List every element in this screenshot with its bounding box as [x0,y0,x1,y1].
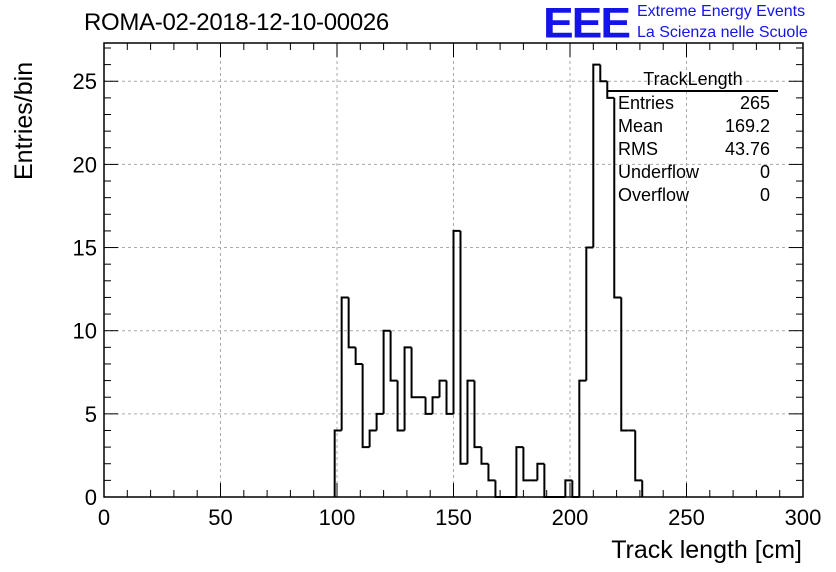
histogram-bin [536,462,545,481]
y-tick-label: 20 [73,152,97,177]
histogram-bin [431,396,440,414]
histogram-bin [354,347,363,365]
histogram-bin [333,429,342,497]
x-tick-label: 150 [435,505,472,530]
x-tick-label: 100 [319,505,356,530]
stats-label: RMS [618,139,658,159]
x-tick-label: 250 [668,505,705,530]
histogram-bin [459,230,468,465]
histogram-bin [347,297,356,349]
histogram-bin [522,447,531,482]
histogram-bin [634,430,643,482]
histogram-bin [592,63,601,248]
stats-label: Overflow [618,185,690,205]
x-tick-label: 200 [552,505,589,530]
eee-logo: EEE [543,0,631,47]
histogram-bin [410,347,419,399]
histogram-bin [368,429,377,448]
histogram-bin [473,380,482,449]
stats-value: 0 [759,185,770,205]
logo-tagline-2: La Scienza nelle Scuole [637,24,808,41]
plot-frame [103,42,804,498]
stats-row-entries: Entries 265 [608,92,778,115]
histogram-bin [620,297,629,432]
y-tick-label: 15 [73,236,97,261]
stats-box-title: TrackLength [608,68,778,92]
stats-row-rms: RMS 43.76 [608,138,778,161]
stats-row-mean: Mean 169.2 [608,115,778,138]
histogram-bin [599,64,608,83]
stats-label: Underflow [618,162,700,182]
histogram-bin [543,463,552,498]
stats-row-overflow: Overflow 0 [608,184,778,207]
histogram-bin [452,229,461,414]
x-tick-label: 50 [208,505,232,530]
histogram-bin [382,329,391,414]
stats-label: Entries [618,93,675,113]
y-tick-label: 25 [73,69,97,94]
y-axis-label: Entries/bin [10,61,38,180]
histogram-bin [403,346,412,431]
histogram-bin [396,380,405,432]
histogram-bin [445,380,454,415]
stats-label: Mean [618,116,664,136]
histogram-bin [494,480,503,498]
histogram-bin [564,479,573,497]
chart-title: ROMA-02-2018-12-10-00026 [84,9,389,36]
stats-value: 169.2 [724,116,770,136]
stats-value: 0 [759,162,770,182]
histogram-bin [487,463,496,482]
histogram-bin [480,447,489,465]
y-tick-label: 5 [85,402,97,427]
y-tick-label: 0 [85,485,97,510]
stats-value: 43.76 [724,139,770,159]
histogram-bin [585,246,594,381]
histogram-bin [389,330,398,382]
logo-tagline-1: Extreme Energy Events [637,3,806,20]
y-tick-label: 10 [73,319,97,344]
histogram-bin [571,480,580,498]
stats-box: TrackLength Entries 265 Mean 169.2 RMS 4… [608,68,778,207]
histogram-bin [466,379,475,464]
x-tick-label: 0 [98,505,110,530]
histogram-bin [578,379,587,497]
histogram-bin [424,397,433,415]
histogram-bin [340,296,349,431]
x-axis-label: Track length [cm] [611,536,802,564]
histogram-bin [515,446,524,497]
histogram-bin [361,363,370,449]
histogram-bin [606,81,615,99]
histogram-bin [375,412,384,431]
histogram-bin [613,97,622,299]
stats-row-underflow: Underflow 0 [608,161,778,184]
x-tick-label: 300 [785,505,822,530]
stats-value: 265 [739,93,770,113]
histogram-bin [438,379,447,398]
